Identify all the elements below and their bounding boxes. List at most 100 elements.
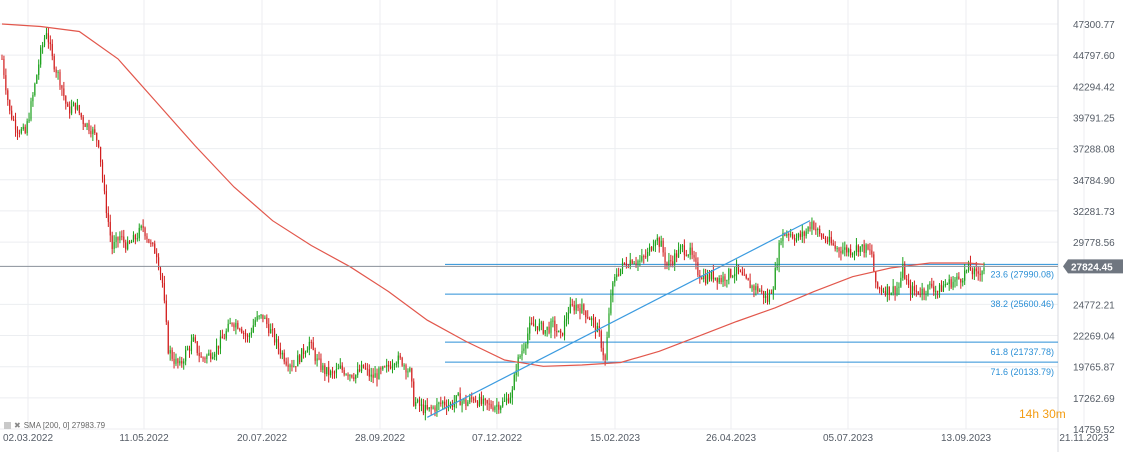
candle-body <box>710 271 713 280</box>
candle-body <box>538 323 540 330</box>
candle-body <box>940 284 943 292</box>
close-icon[interactable]: ✖ <box>14 421 21 430</box>
candle-body <box>846 247 848 253</box>
candle-body <box>724 276 726 282</box>
candle-body <box>755 286 757 291</box>
price-tick-label: 24772.21 <box>1073 300 1115 311</box>
candle-body <box>28 119 30 122</box>
candle-body <box>691 247 693 255</box>
candle-body <box>119 236 121 241</box>
candle-body <box>463 399 465 402</box>
candle-body <box>679 246 682 250</box>
candle-body <box>619 268 622 275</box>
candle-body <box>438 402 440 404</box>
candle-body <box>202 357 204 359</box>
candle-body <box>331 371 334 373</box>
candle-body <box>210 353 212 359</box>
candle-body <box>751 285 753 289</box>
candle-body <box>954 279 956 282</box>
candle-body <box>966 269 968 271</box>
candle-body <box>302 348 305 355</box>
date-tick-label: 07.12.2022 <box>472 433 522 444</box>
candle-body <box>797 233 800 239</box>
candle-body <box>718 278 720 283</box>
candle-body <box>633 263 635 265</box>
candle-body <box>950 279 952 288</box>
candle-body <box>610 295 612 314</box>
candle-body <box>722 276 724 282</box>
candle-body <box>34 83 36 96</box>
candle-body <box>639 260 641 262</box>
candle-body <box>556 331 558 333</box>
candle-body <box>983 267 985 272</box>
candle-body <box>173 358 175 364</box>
candle-body <box>318 358 320 360</box>
candle-body <box>772 289 774 294</box>
candle-body <box>128 241 131 243</box>
candle-body <box>544 330 546 334</box>
candle-body <box>262 314 264 319</box>
candle-body <box>229 323 231 325</box>
candle-body <box>935 291 937 293</box>
trendline[interactable] <box>427 220 811 418</box>
date-tick-label: 28.09.2022 <box>355 433 405 444</box>
candle-body <box>7 90 9 100</box>
candle-body <box>26 121 28 134</box>
candle-body <box>326 367 328 375</box>
candle-body <box>382 366 384 370</box>
candle-body <box>635 263 637 265</box>
candle-body <box>894 286 896 294</box>
candle-body <box>585 310 587 318</box>
candle-body <box>697 262 699 276</box>
timer-m-unit: m <box>1055 407 1066 421</box>
candle-body <box>853 251 856 254</box>
candle-body <box>101 162 104 179</box>
candle-body <box>515 370 517 376</box>
candle-body <box>519 355 521 358</box>
candle-body <box>32 95 34 102</box>
candle-body <box>206 355 208 360</box>
date-tick-label: 21.11.2023 <box>1059 433 1109 444</box>
candle-body <box>712 271 714 280</box>
candle-body <box>685 254 687 256</box>
candle-body <box>766 295 769 302</box>
trendline-segment[interactable] <box>427 220 811 418</box>
candle-body <box>9 99 11 111</box>
candle-body <box>650 246 653 251</box>
price-tick-label: 19765.87 <box>1073 363 1115 374</box>
candle-body <box>747 278 749 281</box>
candle-body <box>88 123 90 132</box>
candle-body <box>475 400 477 402</box>
candle-body <box>388 364 390 367</box>
candle-body <box>125 242 127 250</box>
grid-lines <box>0 0 1085 452</box>
candle-body <box>283 352 285 362</box>
candle-body <box>163 282 165 301</box>
date-tick-label: 15.02.2023 <box>590 433 640 444</box>
candle-body <box>900 277 902 287</box>
candle-body <box>826 240 829 242</box>
candle-body <box>304 352 307 355</box>
candle-body <box>374 373 376 378</box>
candle-body <box>299 355 301 363</box>
candle-body <box>917 291 919 294</box>
candle-body <box>254 320 256 326</box>
candle-body <box>654 241 656 247</box>
candle-body <box>554 320 556 332</box>
candle-body <box>906 279 908 281</box>
candle-body <box>444 401 446 406</box>
sma-polyline[interactable] <box>1 23 985 367</box>
candle-body <box>687 254 689 256</box>
settings-icon[interactable] <box>4 422 11 429</box>
date-tick-label: 20.07.2022 <box>237 433 287 444</box>
candle-body <box>973 268 975 275</box>
candle-body <box>546 326 548 331</box>
candle-body <box>455 395 457 403</box>
candle-body <box>61 85 63 89</box>
candle-body <box>314 350 316 361</box>
candle-body <box>726 280 728 282</box>
candle-body <box>923 288 925 295</box>
candle-body <box>96 132 98 141</box>
candle-body <box>82 117 84 125</box>
